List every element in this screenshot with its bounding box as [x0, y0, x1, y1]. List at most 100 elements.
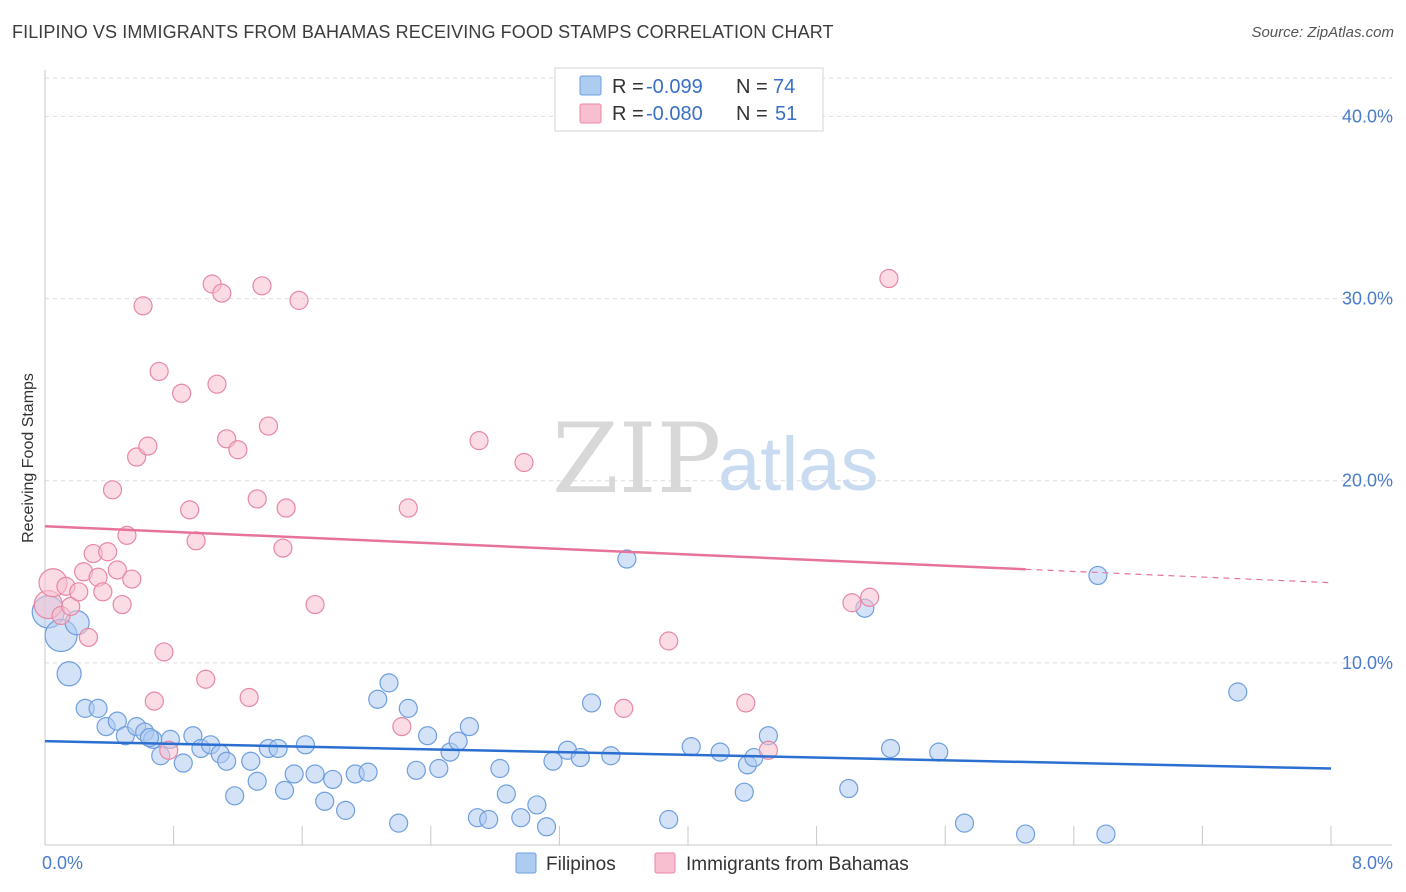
- point-filipinos: [880, 738, 901, 759]
- legend-bottom-bahamas: Immigrants from Bahamas: [686, 854, 909, 875]
- y-axis-label: Receiving Food Stamps: [20, 373, 37, 543]
- point-filipinos: [496, 784, 516, 804]
- point-filipinos: [601, 746, 621, 766]
- point-filipinos: [241, 751, 261, 771]
- point-filipinos: [839, 778, 859, 799]
- legend-r-value-1: -0.099: [646, 76, 703, 98]
- watermark-atlas: atlas: [718, 422, 879, 507]
- point-filipinos: [295, 735, 316, 755]
- point-filipinos: [268, 738, 288, 759]
- trend-line-bahamas-extension: [1025, 568, 1332, 584]
- point-bahamas: [159, 740, 179, 760]
- watermark-zip: ZIP: [552, 403, 721, 515]
- point-filipinos: [459, 717, 479, 737]
- point-bahamas: [228, 440, 248, 460]
- point-filipinos: [954, 813, 975, 833]
- point-bahamas: [247, 489, 267, 509]
- y-tick-label: 30.0%: [1342, 289, 1393, 309]
- point-filipinos: [274, 780, 295, 800]
- point-filipinos: [681, 737, 701, 757]
- legend-r-value-2: -0.080: [646, 103, 703, 125]
- point-filipinos: [617, 549, 637, 569]
- source-label: Source: ZipAtlas.com: [1251, 24, 1394, 41]
- point-bahamas: [186, 531, 206, 551]
- point-bahamas: [172, 383, 192, 403]
- gridlines: [45, 77, 1392, 664]
- point-bahamas: [112, 594, 132, 615]
- point-bahamas: [212, 283, 232, 303]
- point-filipinos: [527, 795, 547, 815]
- point-bahamas: [154, 642, 174, 662]
- point-filipinos: [139, 727, 160, 748]
- point-bahamas: [469, 431, 489, 451]
- point-bahamas: [207, 374, 227, 394]
- data-points: [31, 268, 1248, 844]
- legend-n-label-2: N =: [736, 103, 768, 125]
- legend-top: R = -0.099 N = 74 R = -0.080 N = 51: [554, 67, 824, 132]
- point-bahamas: [122, 569, 142, 589]
- point-bahamas: [149, 361, 169, 382]
- y-tick-label: 10.0%: [1342, 653, 1393, 673]
- legend-bottom-filipinos: Filipinos: [546, 854, 616, 875]
- point-filipinos: [448, 731, 468, 751]
- y-tick-labels: 10.0% 20.0% 30.0% 40.0%: [1342, 106, 1393, 672]
- point-filipinos: [710, 742, 730, 762]
- point-bahamas: [659, 631, 679, 651]
- point-filipinos: [389, 813, 409, 833]
- point-filipinos: [1088, 565, 1108, 586]
- point-filipinos: [429, 758, 449, 779]
- point-filipinos: [417, 726, 438, 746]
- point-bahamas: [252, 276, 272, 296]
- point-filipinos: [511, 808, 531, 828]
- point-bahamas: [860, 587, 880, 607]
- point-bahamas: [133, 296, 153, 316]
- point-bahamas: [61, 596, 81, 616]
- point-filipinos: [284, 764, 304, 784]
- legend-bottom-swatch-filipinos: [515, 852, 537, 874]
- trend-line-filipinos: [44, 739, 1332, 770]
- point-filipinos: [379, 673, 399, 693]
- point-filipinos: [1228, 682, 1248, 702]
- point-bahamas: [289, 290, 309, 310]
- point-bahamas: [758, 740, 778, 760]
- x-tick-label-max: 8.0%: [1352, 853, 1393, 873]
- legend-swatch-bahamas: [579, 103, 602, 124]
- point-bahamas: [392, 717, 412, 737]
- point-filipinos: [315, 791, 335, 811]
- point-filipinos: [247, 771, 267, 791]
- trend-lines: [44, 525, 1332, 770]
- legend-n-label-1: N =: [736, 76, 768, 98]
- x-tick-label-min: 0.0%: [42, 853, 83, 873]
- legend-r-label-2: R =: [612, 103, 644, 125]
- point-filipinos: [1096, 824, 1116, 844]
- point-bahamas: [239, 687, 259, 708]
- y-tick-label: 20.0%: [1342, 471, 1393, 491]
- point-filipinos: [406, 760, 426, 780]
- point-bahamas: [879, 268, 899, 289]
- point-bahamas: [93, 582, 113, 602]
- legend-bottom-swatch-bahamas: [654, 852, 676, 874]
- point-bahamas: [842, 593, 862, 613]
- point-bahamas: [107, 560, 127, 580]
- point-filipinos: [323, 769, 343, 790]
- point-filipinos: [659, 809, 679, 830]
- point-bahamas: [78, 627, 99, 647]
- point-bahamas: [398, 498, 418, 518]
- x-ticks: [44, 826, 1332, 845]
- point-filipinos: [217, 751, 237, 771]
- legend-n-value-1: 74: [773, 76, 795, 98]
- point-bahamas: [736, 693, 756, 713]
- legend-r-label-1: R =: [612, 76, 644, 98]
- point-filipinos: [1015, 824, 1036, 844]
- point-filipinos: [56, 661, 82, 687]
- point-filipinos: [581, 693, 602, 713]
- point-filipinos: [929, 742, 949, 762]
- point-filipinos: [734, 782, 754, 802]
- point-bahamas: [258, 416, 279, 436]
- point-filipinos: [358, 762, 378, 782]
- point-filipinos: [225, 786, 245, 806]
- chart-title: FILIPINO VS IMMIGRANTS FROM BAHAMAS RECE…: [12, 22, 834, 42]
- point-filipinos: [305, 764, 325, 784]
- point-filipinos: [536, 817, 557, 837]
